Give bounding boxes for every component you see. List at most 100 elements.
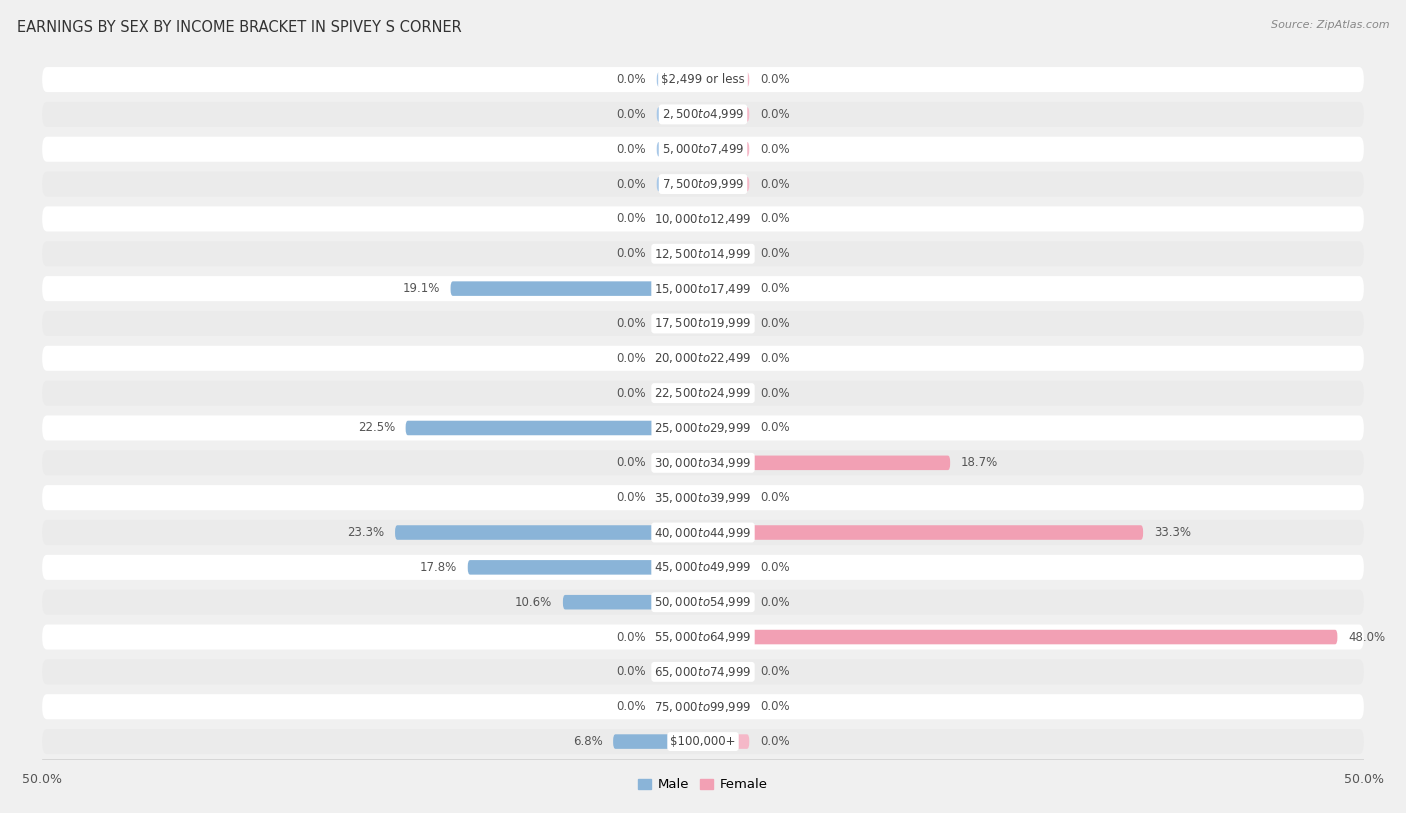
Text: 0.0%: 0.0% <box>617 387 647 400</box>
FancyBboxPatch shape <box>657 246 703 261</box>
FancyBboxPatch shape <box>42 102 1364 127</box>
FancyBboxPatch shape <box>703 281 749 296</box>
Text: 0.0%: 0.0% <box>759 735 789 748</box>
FancyBboxPatch shape <box>657 72 703 87</box>
FancyBboxPatch shape <box>42 346 1364 371</box>
Text: 0.0%: 0.0% <box>617 700 647 713</box>
FancyBboxPatch shape <box>42 694 1364 720</box>
Text: 0.0%: 0.0% <box>617 665 647 678</box>
Text: 0.0%: 0.0% <box>617 212 647 225</box>
FancyBboxPatch shape <box>468 560 703 575</box>
Text: $30,000 to $34,999: $30,000 to $34,999 <box>654 456 752 470</box>
FancyBboxPatch shape <box>703 490 749 505</box>
Text: 10.6%: 10.6% <box>515 596 553 609</box>
Text: 0.0%: 0.0% <box>617 317 647 330</box>
FancyBboxPatch shape <box>42 520 1364 545</box>
FancyBboxPatch shape <box>657 351 703 366</box>
Text: $100,000+: $100,000+ <box>671 735 735 748</box>
Legend: Male, Female: Male, Female <box>633 773 773 797</box>
FancyBboxPatch shape <box>657 490 703 505</box>
Text: 0.0%: 0.0% <box>617 177 647 190</box>
Text: 48.0%: 48.0% <box>1348 631 1385 644</box>
Text: $7,500 to $9,999: $7,500 to $9,999 <box>662 177 744 191</box>
Text: $45,000 to $49,999: $45,000 to $49,999 <box>654 560 752 574</box>
FancyBboxPatch shape <box>703 420 749 435</box>
FancyBboxPatch shape <box>42 729 1364 754</box>
FancyBboxPatch shape <box>657 176 703 191</box>
FancyBboxPatch shape <box>450 281 703 296</box>
FancyBboxPatch shape <box>703 176 749 191</box>
Text: $75,000 to $99,999: $75,000 to $99,999 <box>654 700 752 714</box>
FancyBboxPatch shape <box>42 589 1364 615</box>
Text: 0.0%: 0.0% <box>759 421 789 434</box>
Text: 22.5%: 22.5% <box>357 421 395 434</box>
FancyBboxPatch shape <box>42 659 1364 685</box>
Text: 0.0%: 0.0% <box>759 212 789 225</box>
Text: 23.3%: 23.3% <box>347 526 384 539</box>
FancyBboxPatch shape <box>42 207 1364 232</box>
Text: 0.0%: 0.0% <box>617 456 647 469</box>
Text: 0.0%: 0.0% <box>759 561 789 574</box>
Text: $35,000 to $39,999: $35,000 to $39,999 <box>654 491 752 505</box>
FancyBboxPatch shape <box>562 595 703 610</box>
FancyBboxPatch shape <box>703 455 950 470</box>
FancyBboxPatch shape <box>657 211 703 226</box>
Text: 18.7%: 18.7% <box>960 456 998 469</box>
FancyBboxPatch shape <box>42 241 1364 267</box>
FancyBboxPatch shape <box>657 664 703 679</box>
FancyBboxPatch shape <box>42 311 1364 336</box>
Text: 0.0%: 0.0% <box>759 387 789 400</box>
Text: 0.0%: 0.0% <box>759 247 789 260</box>
Text: $2,499 or less: $2,499 or less <box>661 73 745 86</box>
Text: 0.0%: 0.0% <box>759 282 789 295</box>
FancyBboxPatch shape <box>703 246 749 261</box>
Text: 19.1%: 19.1% <box>402 282 440 295</box>
Text: 0.0%: 0.0% <box>617 108 647 121</box>
Text: 0.0%: 0.0% <box>759 177 789 190</box>
FancyBboxPatch shape <box>42 137 1364 162</box>
Text: $2,500 to $4,999: $2,500 to $4,999 <box>662 107 744 121</box>
FancyBboxPatch shape <box>657 699 703 714</box>
Text: EARNINGS BY SEX BY INCOME BRACKET IN SPIVEY S CORNER: EARNINGS BY SEX BY INCOME BRACKET IN SPI… <box>17 20 461 35</box>
FancyBboxPatch shape <box>657 630 703 645</box>
FancyBboxPatch shape <box>613 734 703 749</box>
FancyBboxPatch shape <box>657 455 703 470</box>
FancyBboxPatch shape <box>42 276 1364 301</box>
FancyBboxPatch shape <box>703 699 749 714</box>
Text: $10,000 to $12,499: $10,000 to $12,499 <box>654 212 752 226</box>
FancyBboxPatch shape <box>42 624 1364 650</box>
Text: 0.0%: 0.0% <box>617 491 647 504</box>
Text: 0.0%: 0.0% <box>759 700 789 713</box>
FancyBboxPatch shape <box>657 107 703 122</box>
FancyBboxPatch shape <box>703 386 749 401</box>
FancyBboxPatch shape <box>42 172 1364 197</box>
FancyBboxPatch shape <box>703 316 749 331</box>
FancyBboxPatch shape <box>42 380 1364 406</box>
Text: 0.0%: 0.0% <box>759 596 789 609</box>
FancyBboxPatch shape <box>703 142 749 157</box>
FancyBboxPatch shape <box>703 560 749 575</box>
FancyBboxPatch shape <box>703 211 749 226</box>
FancyBboxPatch shape <box>703 525 1143 540</box>
Text: Source: ZipAtlas.com: Source: ZipAtlas.com <box>1271 20 1389 30</box>
Text: 0.0%: 0.0% <box>759 73 789 86</box>
FancyBboxPatch shape <box>657 142 703 157</box>
Text: 0.0%: 0.0% <box>759 108 789 121</box>
FancyBboxPatch shape <box>703 595 749 610</box>
Text: 0.0%: 0.0% <box>617 631 647 644</box>
FancyBboxPatch shape <box>703 734 749 749</box>
Text: $22,500 to $24,999: $22,500 to $24,999 <box>654 386 752 400</box>
FancyBboxPatch shape <box>395 525 703 540</box>
Text: 33.3%: 33.3% <box>1154 526 1191 539</box>
Text: 0.0%: 0.0% <box>759 317 789 330</box>
FancyBboxPatch shape <box>42 415 1364 441</box>
Text: 0.0%: 0.0% <box>759 491 789 504</box>
FancyBboxPatch shape <box>703 107 749 122</box>
Text: $25,000 to $29,999: $25,000 to $29,999 <box>654 421 752 435</box>
FancyBboxPatch shape <box>657 316 703 331</box>
FancyBboxPatch shape <box>42 485 1364 511</box>
Text: $12,500 to $14,999: $12,500 to $14,999 <box>654 247 752 261</box>
FancyBboxPatch shape <box>703 72 749 87</box>
Text: $20,000 to $22,499: $20,000 to $22,499 <box>654 351 752 365</box>
Text: 0.0%: 0.0% <box>759 143 789 156</box>
